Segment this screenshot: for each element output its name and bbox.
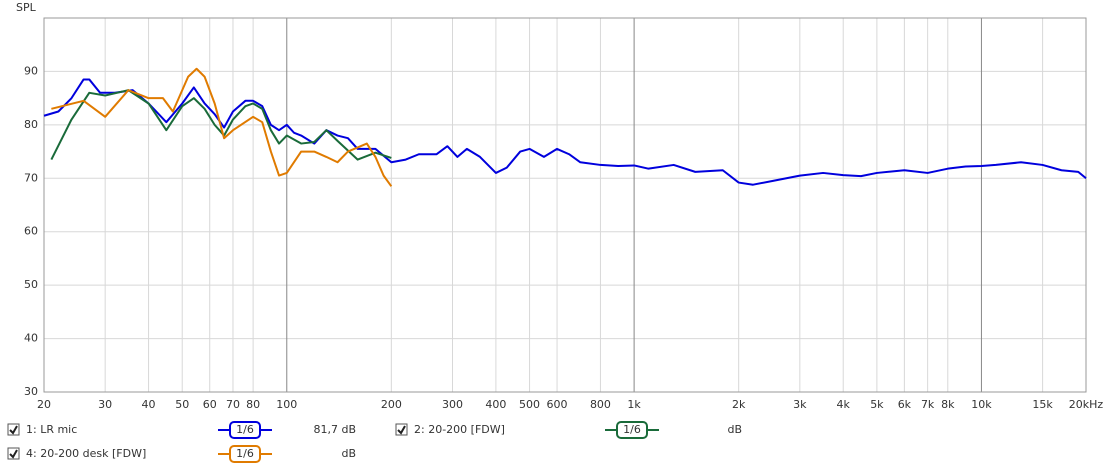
checkbox[interactable] — [395, 423, 408, 436]
x-tick-label: 4k — [837, 398, 851, 411]
y-tick-label: 90 — [24, 64, 38, 77]
x-tick-label: 200 — [381, 398, 402, 411]
x-tick-label: 400 — [485, 398, 506, 411]
legend-label: 2: 20-200 [FDW] — [414, 423, 505, 436]
x-tick-label: 6k — [898, 398, 912, 411]
y-tick-label: 50 — [24, 278, 38, 291]
x-tick-label: 15k — [1032, 398, 1053, 411]
x-tick-label: 60 — [203, 398, 217, 411]
x-tick-label: 20kHz — [1069, 398, 1104, 411]
readout: dB — [341, 447, 356, 460]
checkbox[interactable] — [7, 447, 20, 460]
y-axis-label: SPL — [16, 1, 37, 14]
legend-label: 1: LR mic — [26, 423, 77, 436]
checkmark[interactable] — [397, 425, 406, 435]
x-tick-label: 10k — [971, 398, 992, 411]
checkmark[interactable] — [9, 425, 18, 435]
smoothing-box[interactable] — [229, 445, 261, 463]
legend-label: 4: 20-200 desk [FDW] — [26, 447, 146, 460]
plot-area — [43, 17, 1087, 393]
smoothing-label: 1/6 — [236, 423, 254, 436]
x-tick-label: 800 — [590, 398, 611, 411]
readout: 81,7 dB — [313, 423, 356, 436]
x-tick-label: 20 — [37, 398, 51, 411]
x-tick-label: 1k — [627, 398, 641, 411]
x-tick-label: 3k — [793, 398, 807, 411]
smoothing-box[interactable] — [229, 421, 261, 439]
x-tick-label: 70 — [226, 398, 240, 411]
x-tick-label: 600 — [547, 398, 568, 411]
x-tick-label: 50 — [175, 398, 189, 411]
smoothing-label: 1/6 — [623, 423, 641, 436]
checkmark[interactable] — [9, 449, 18, 459]
plot-frame — [43, 17, 1087, 393]
readout: dB — [727, 423, 742, 436]
x-tick-label: 100 — [276, 398, 297, 411]
smoothing-box[interactable] — [616, 421, 648, 439]
x-tick-label: 300 — [442, 398, 463, 411]
x-tick-label: 40 — [142, 398, 156, 411]
x-tick-label: 2k — [732, 398, 746, 411]
series-line — [43, 78, 1087, 186]
x-tick-label: 8k — [941, 398, 955, 411]
x-tick-label: 500 — [519, 398, 540, 411]
smoothing-label: 1/6 — [236, 447, 254, 460]
checkbox[interactable] — [7, 423, 20, 436]
y-tick-label: 80 — [24, 118, 38, 131]
x-tick-label: 5k — [870, 398, 884, 411]
x-tick-label: 30 — [98, 398, 112, 411]
x-tick-label: 80 — [246, 398, 260, 411]
x-tick-label: 7k — [921, 398, 935, 411]
y-tick-label: 30 — [24, 385, 38, 398]
y-tick-label: 60 — [24, 225, 38, 238]
y-tick-label: 70 — [24, 171, 38, 184]
series-line — [51, 67, 393, 187]
y-tick-label: 40 — [24, 332, 38, 345]
